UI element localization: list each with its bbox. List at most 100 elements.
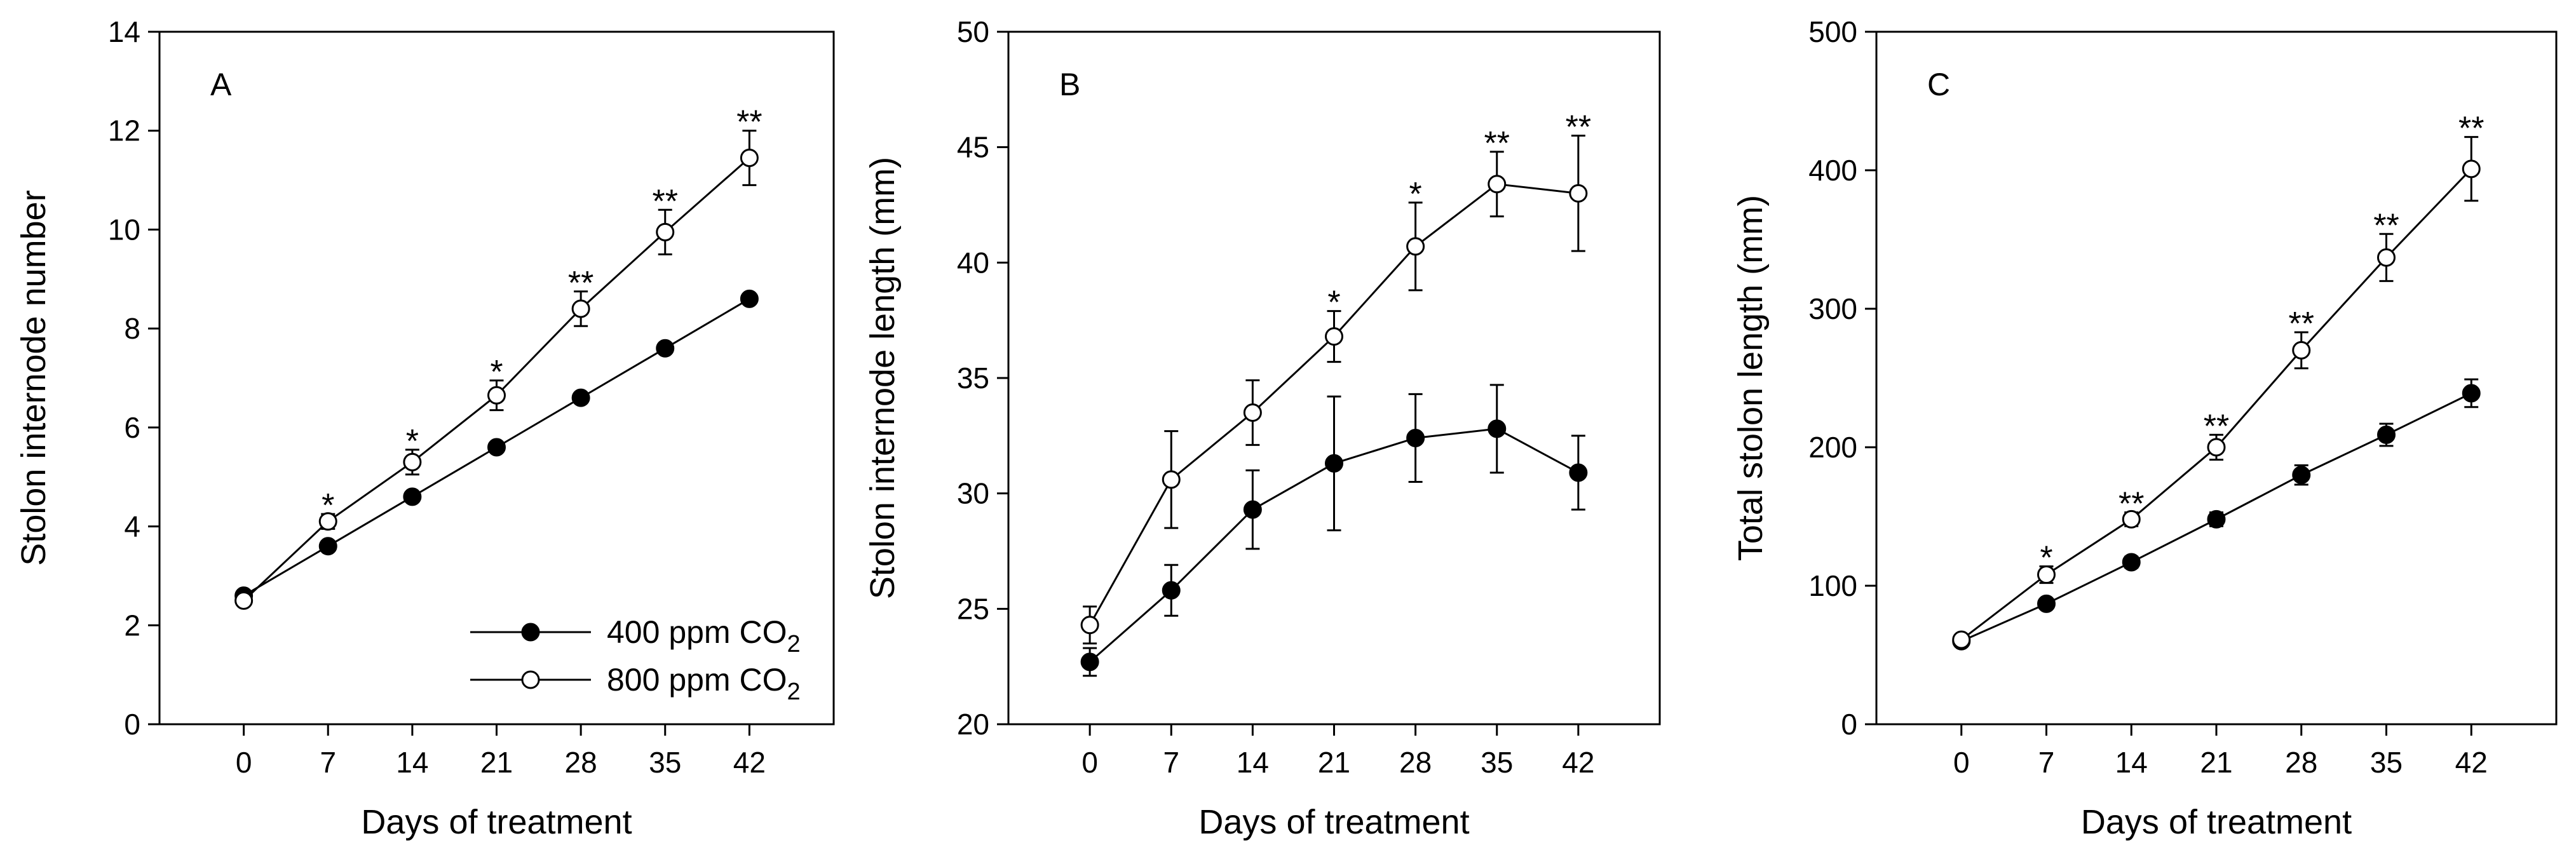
data-point (571, 388, 590, 407)
significance-mark: ** (2289, 306, 2314, 342)
x-tick-label: 14 (396, 746, 428, 779)
data-point (1325, 454, 1343, 473)
data-point (1162, 581, 1181, 600)
data-point (2122, 510, 2141, 529)
data-point (403, 487, 422, 506)
y-tick-label: 0 (1841, 708, 1857, 741)
data-point (1488, 419, 1507, 438)
data-point (1080, 652, 1099, 672)
x-tick-label: 0 (1953, 746, 1970, 779)
y-tick-label: 50 (957, 15, 989, 48)
series-800-ppm (1952, 136, 2481, 649)
panel-c: 0 100 200 300 400 500 0 7 14 21 28 35 42 Days of trea… (1732, 15, 2558, 841)
significance-mark: ** (2373, 207, 2399, 244)
y-tick-label: 200 (1808, 431, 1857, 464)
data-point (234, 591, 254, 610)
data-point (2122, 553, 2141, 572)
legend-label: 400 ppm CO2 (607, 614, 801, 658)
data-point (2292, 466, 2311, 485)
y-tick-label: 40 (957, 246, 989, 279)
data-point (1569, 184, 1588, 203)
y-tick-label: 20 (957, 708, 989, 741)
y-tick-label: 300 (1808, 292, 1857, 325)
y-tick-label: 0 (124, 708, 140, 741)
data-point (318, 512, 337, 531)
x-tick-label: 14 (1237, 746, 1269, 779)
data-point (403, 452, 422, 471)
y-axis-label: Total stolon length (mm) (1732, 195, 1770, 561)
data-point (2462, 384, 2481, 403)
panel-b: 20 25 30 35 40 45 50 0 7 14 21 28 35 42 Days of treatm… (864, 15, 1661, 841)
data-point (1488, 175, 1507, 194)
plot-frame (1875, 30, 2558, 726)
legend-marker (521, 670, 540, 689)
y-axis-label: Stolon internode number (15, 190, 53, 565)
y-tick-label: 35 (957, 361, 989, 395)
x-tick-label: 35 (649, 746, 681, 779)
series-400-ppm (1952, 378, 2481, 651)
significance-mark: ** (653, 183, 678, 220)
x-tick-label: 7 (320, 746, 336, 779)
data-point (1243, 500, 1262, 519)
significance-mark: * (490, 354, 503, 391)
series-800-ppm (234, 130, 759, 610)
significance-mark: ** (568, 265, 593, 302)
x-tick-label: 28 (2285, 746, 2317, 779)
legend-marker (521, 623, 540, 642)
data-point (2207, 510, 2226, 529)
data-point (740, 289, 759, 308)
x-tick-label: 21 (480, 746, 513, 779)
y-tick-label: 8 (124, 312, 140, 345)
x-tick-label: 0 (1081, 746, 1098, 779)
significance-mark: ** (2118, 485, 2144, 522)
x-axis-label: Days of treatment (2081, 803, 2352, 841)
x-tick-label: 7 (2038, 746, 2055, 779)
x-tick-label: 42 (733, 746, 766, 779)
y-tick-label: 10 (108, 213, 140, 246)
data-point (487, 438, 506, 457)
x-axis-label: Days of treatment (361, 803, 632, 841)
plot-frame (1007, 30, 1661, 726)
data-point (571, 299, 590, 318)
data-point (318, 537, 337, 556)
data-point (2462, 159, 2481, 179)
data-point (2207, 438, 2226, 457)
y-tick-label: 12 (108, 114, 140, 147)
significance-mark: * (406, 423, 419, 460)
data-point (1406, 237, 1425, 256)
data-point (656, 222, 675, 241)
y-tick-label: 4 (124, 510, 140, 543)
y-tick-label: 25 (957, 592, 989, 625)
significance-mark: ** (736, 104, 762, 141)
y-tick-label: 500 (1808, 15, 1857, 48)
significance-mark: ** (2204, 408, 2229, 445)
x-tick-label: 28 (565, 746, 597, 779)
data-point (2037, 565, 2056, 584)
legend-label: 800 ppm CO2 (607, 662, 801, 705)
data-point (740, 149, 759, 168)
y-axis-label: Stolon internode length (mm) (864, 157, 902, 599)
significance-mark: * (2040, 539, 2052, 576)
y-tick-label: 400 (1808, 154, 1857, 187)
y-tick-label: 6 (124, 411, 140, 444)
x-tick-label: 35 (1481, 746, 1513, 779)
data-point (2037, 594, 2056, 613)
x-tick-label: 35 (2370, 746, 2403, 779)
significance-mark: ** (1566, 109, 1591, 146)
series-800-ppm (1080, 135, 1588, 645)
significance-mark: * (322, 487, 334, 524)
panel-a: 0 2 4 6 8 10 12 14 0 7 14 21 28 35 42 Days of treatment… (15, 15, 835, 841)
x-tick-label: 42 (2455, 746, 2488, 779)
x-axis-label: Days of treatment (1198, 803, 1469, 841)
y-tick-label: 30 (957, 477, 989, 510)
data-point (2292, 341, 2311, 360)
y-tick-label: 14 (108, 15, 140, 48)
significance-mark: ** (1484, 125, 1510, 162)
significance-mark: * (1327, 285, 1340, 321)
x-tick-label: 14 (2115, 746, 2148, 779)
y-tick-label: 100 (1808, 569, 1857, 602)
x-tick-label: 28 (1399, 746, 1432, 779)
data-point (1243, 403, 1262, 422)
